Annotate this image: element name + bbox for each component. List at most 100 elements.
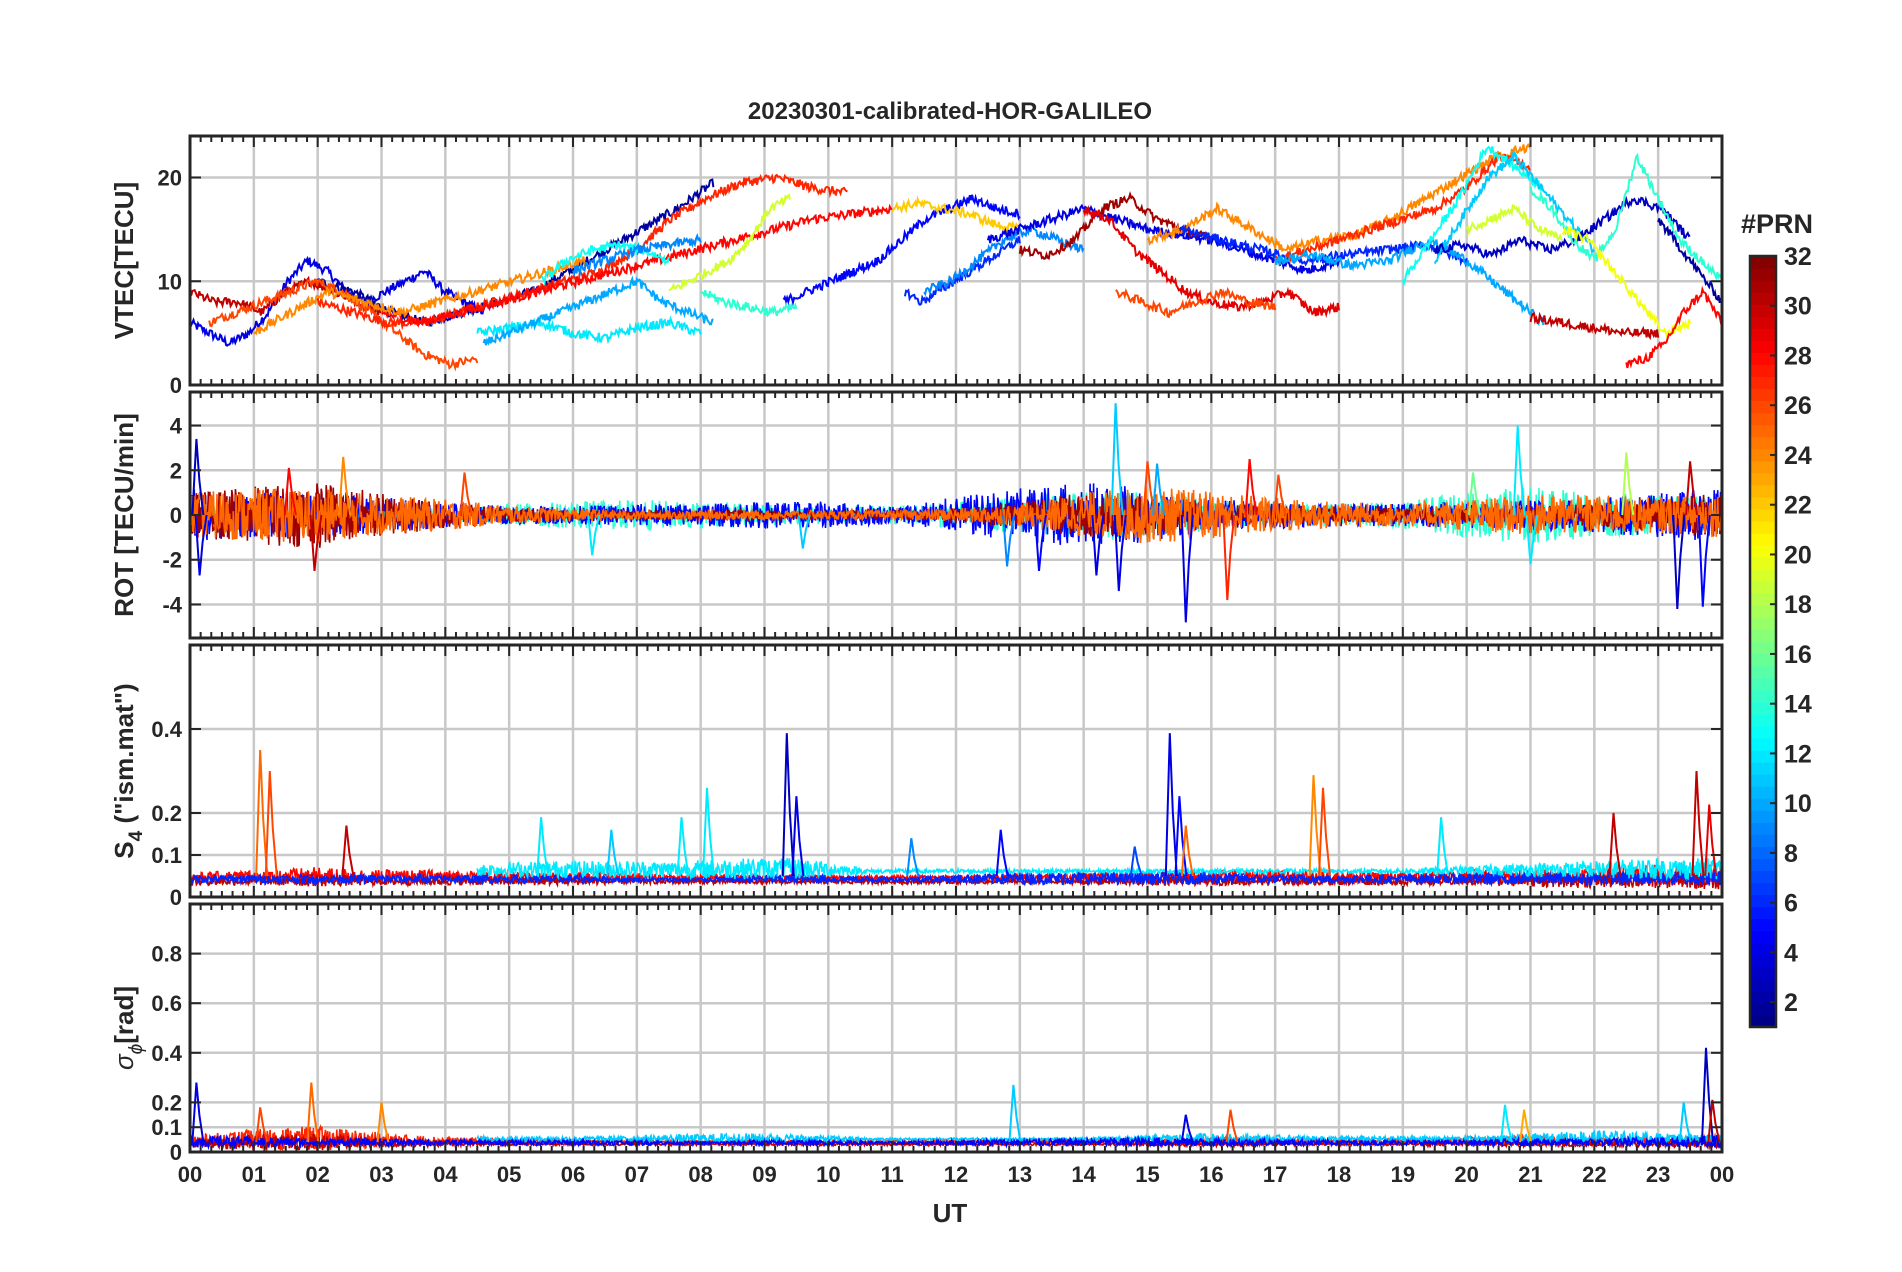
chart-title: 20230301-calibrated-HOR-GALILEO [748, 98, 1152, 125]
colorbar-segment [1750, 930, 1776, 944]
colorbar-segment [1750, 846, 1776, 859]
sigma-spike [1678, 1102, 1692, 1143]
colorbar-segment [1750, 605, 1776, 619]
colorbar-segment [1750, 593, 1776, 606]
y-tick-label: 0.4 [151, 1041, 182, 1066]
s4-spike [1318, 787, 1331, 877]
vtec-arc-prn-19 [1465, 204, 1564, 242]
s4-spike [791, 796, 805, 877]
s4-spike [1180, 825, 1194, 877]
x-tick-label: 02 [305, 1162, 329, 1187]
x-tick-label: 14 [1071, 1162, 1096, 1187]
y-tick-label: 0.6 [151, 991, 182, 1016]
vtec-arc-prn-19 [668, 193, 791, 292]
colorbar-segment [1750, 906, 1776, 920]
rot-spike [1244, 459, 1258, 516]
panel-rot: -4 -2 0 2 4 ROT [TECU/min] [109, 390, 1724, 640]
s4-spike [1308, 775, 1322, 877]
y-tick-label: 0.4 [151, 717, 182, 742]
rot-spike [1697, 514, 1711, 607]
s4-spike [1608, 812, 1622, 877]
rot-spike [1685, 461, 1699, 516]
y-tick-label: 2 [170, 458, 182, 483]
vtec-arc-prn-22 [891, 195, 1021, 235]
rot-spike [1273, 474, 1287, 516]
colorbar-tick-label: 6 [1784, 890, 1798, 918]
rot-spike [309, 514, 323, 571]
sigma-spike [1519, 1109, 1533, 1143]
colorbar-segment [1750, 822, 1776, 835]
x-axis-label: UT [933, 1198, 968, 1228]
colorbar-segment [1750, 316, 1776, 329]
rot-spike [338, 456, 352, 516]
vtec-arc-prn-6 [1178, 224, 1468, 268]
x-tick-label: 17 [1263, 1162, 1287, 1187]
vtec-arc-prn-10 [1274, 235, 1545, 327]
colorbar-segment [1750, 966, 1776, 980]
rot-spike [1091, 514, 1105, 576]
rot-spike [1034, 514, 1047, 571]
x-tick-label: 12 [944, 1162, 968, 1187]
s4-spike [255, 749, 269, 877]
sigma-spike [255, 1107, 269, 1143]
colorbar-tick-label: 8 [1784, 840, 1798, 868]
colorbar-tick-label: 30 [1784, 293, 1812, 321]
sigma-spike [1180, 1114, 1194, 1143]
vtec-arc-prn-11 [1433, 150, 1596, 265]
vtec-arc-prn-29 [1082, 204, 1340, 319]
vtec-arc-prn-24 [253, 256, 587, 336]
colorbar-segment [1750, 364, 1776, 378]
ticks-rot: -4 -2 0 2 4 [162, 392, 1723, 638]
colorbar-segment [1750, 749, 1776, 763]
y-axis-label-sigma: σϕ[rad] [109, 986, 147, 1070]
colorbar-segment [1750, 400, 1776, 414]
x-tick-label: 13 [1008, 1162, 1032, 1187]
colorbar-segment [1750, 545, 1776, 558]
x-tick-label: 15 [1135, 1162, 1159, 1187]
x-tick-label: 23 [1646, 1162, 1670, 1187]
colorbar-tick-label: 32 [1784, 243, 1812, 271]
y-tick-label: 0 [170, 373, 182, 398]
colorbar-segment [1750, 725, 1776, 739]
rot-spike [1142, 461, 1156, 516]
sigma-spike [306, 1082, 320, 1143]
colorbar-tick-label: 24 [1784, 442, 1812, 470]
rot-spike [1180, 514, 1194, 623]
colorbar-segment [1750, 810, 1776, 823]
y-tick-label: -4 [162, 592, 182, 617]
colorbar-tick-label: 14 [1784, 691, 1812, 719]
x-tick-label: 18 [1327, 1162, 1351, 1187]
x-tick-label: 11 [881, 1162, 904, 1187]
y-tick-label: 0 [170, 885, 182, 910]
colorbar-tick-label: 4 [1784, 939, 1798, 967]
y-tick-label: 0.1 [151, 843, 182, 868]
s4-spike [606, 829, 620, 877]
s4-spike [1164, 733, 1178, 877]
colorbar-segment [1750, 834, 1776, 847]
x-tick-label: 00 [1710, 1162, 1734, 1187]
s4-spike [1174, 796, 1188, 877]
colorbar-segment [1750, 774, 1776, 787]
rot-spike [191, 438, 205, 516]
s4-spike [906, 838, 920, 877]
colorbar-segment [1750, 978, 1776, 992]
ticks-sigma: 00.10.2 0.4 0.6 0.8 [151, 904, 1723, 1165]
vtec-arc-prn-20 [1561, 225, 1692, 341]
colorbar-segment [1750, 521, 1776, 534]
sigma-spike [1500, 1104, 1513, 1143]
colorbar-tick-label: 10 [1784, 790, 1812, 818]
colorbar-segment [1750, 328, 1776, 341]
vtec-arc-prn-30 [1529, 311, 1660, 341]
colorbar-segment [1750, 436, 1776, 450]
colorbar-segment [1750, 1014, 1776, 1028]
x-tick-label: 16 [1199, 1162, 1223, 1187]
rot-spike [1525, 514, 1539, 565]
y-tick-label: 4 [170, 414, 183, 439]
vtec-arc-prn-28 [1625, 285, 1722, 369]
vtec-arc-prn-24 [1146, 143, 1532, 255]
x-tick-label: 06 [561, 1162, 585, 1187]
s4-spike [1436, 817, 1450, 877]
s4-spike [536, 817, 550, 877]
colorbar-segment [1750, 990, 1776, 1004]
